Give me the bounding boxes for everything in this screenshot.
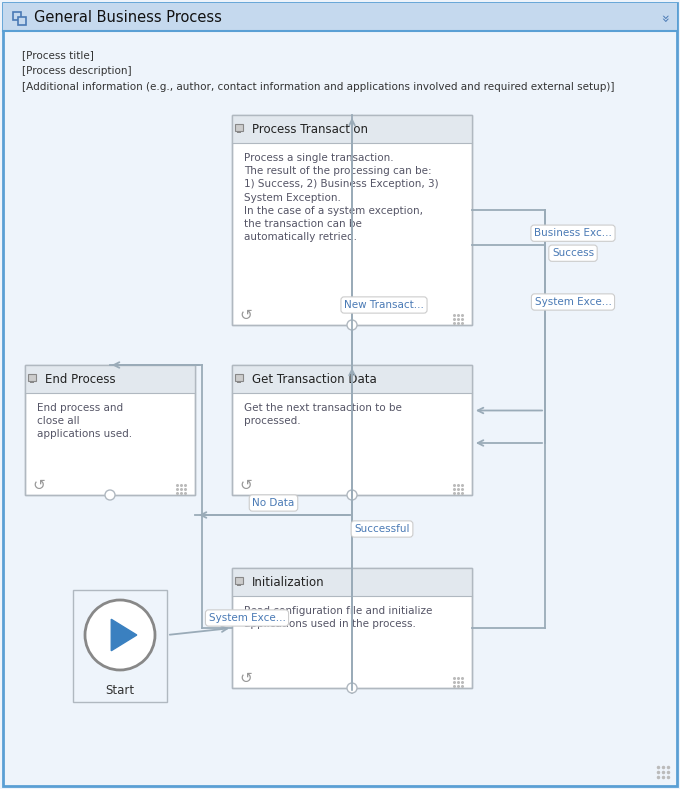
Text: No Data: No Data xyxy=(252,498,294,508)
Text: End Process: End Process xyxy=(45,372,116,386)
FancyBboxPatch shape xyxy=(232,568,472,596)
FancyBboxPatch shape xyxy=(3,3,677,31)
FancyBboxPatch shape xyxy=(232,115,472,143)
FancyBboxPatch shape xyxy=(3,3,677,786)
Text: Get the next transaction to be
processed.: Get the next transaction to be processed… xyxy=(244,403,402,426)
Circle shape xyxy=(105,490,115,500)
Polygon shape xyxy=(112,619,137,651)
Circle shape xyxy=(347,683,357,693)
Circle shape xyxy=(347,490,357,500)
Text: Start: Start xyxy=(105,684,135,697)
Text: [Process description]: [Process description] xyxy=(22,66,132,76)
Text: Successful: Successful xyxy=(354,524,410,534)
FancyBboxPatch shape xyxy=(237,381,241,383)
FancyBboxPatch shape xyxy=(237,584,241,586)
FancyBboxPatch shape xyxy=(30,381,34,383)
FancyBboxPatch shape xyxy=(232,365,472,495)
Text: End process and
close all
applications used.: End process and close all applications u… xyxy=(37,403,132,439)
FancyBboxPatch shape xyxy=(13,12,21,20)
Text: System Exce...: System Exce... xyxy=(209,613,286,623)
Text: Process a single transaction.
The result of the processing can be:
1) Success, 2: Process a single transaction. The result… xyxy=(244,153,439,242)
FancyBboxPatch shape xyxy=(235,374,243,381)
Text: «: « xyxy=(659,13,673,21)
Text: Initialization: Initialization xyxy=(252,575,324,589)
Text: Business Exc...: Business Exc... xyxy=(534,228,612,238)
Text: ↺: ↺ xyxy=(239,671,252,686)
FancyBboxPatch shape xyxy=(25,365,195,393)
Text: ↺: ↺ xyxy=(239,308,252,323)
Text: System Exce...: System Exce... xyxy=(534,297,611,307)
Text: New Transact...: New Transact... xyxy=(344,300,424,310)
FancyBboxPatch shape xyxy=(232,568,472,688)
FancyBboxPatch shape xyxy=(235,577,243,584)
Text: Get Transaction Data: Get Transaction Data xyxy=(252,372,377,386)
Text: Read configuration file and initialize
applications used in the process.: Read configuration file and initialize a… xyxy=(244,606,432,629)
Circle shape xyxy=(85,600,155,670)
FancyBboxPatch shape xyxy=(237,131,241,133)
Circle shape xyxy=(347,320,357,330)
FancyBboxPatch shape xyxy=(28,374,36,381)
FancyBboxPatch shape xyxy=(232,115,472,325)
Text: ↺: ↺ xyxy=(239,477,252,492)
Text: General Business Process: General Business Process xyxy=(34,9,222,24)
Text: ↺: ↺ xyxy=(33,477,46,492)
Text: Process Transaction: Process Transaction xyxy=(252,122,368,136)
FancyBboxPatch shape xyxy=(235,124,243,131)
FancyBboxPatch shape xyxy=(25,365,195,495)
FancyBboxPatch shape xyxy=(18,17,26,25)
Text: [Additional information (e.g., author, contact information and applications invo: [Additional information (e.g., author, c… xyxy=(22,82,615,92)
FancyBboxPatch shape xyxy=(232,365,472,393)
Text: Success: Success xyxy=(552,249,594,258)
Text: [Process title]: [Process title] xyxy=(22,50,94,60)
